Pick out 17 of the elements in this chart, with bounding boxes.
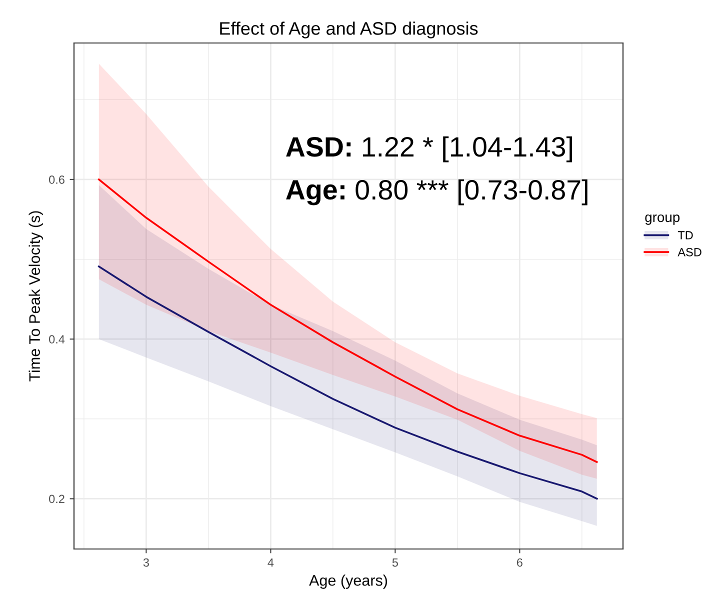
x-tick-label: 6 xyxy=(516,558,522,567)
line-series xyxy=(98,178,598,463)
y-axis-title: Time To Peak Velocity (s) xyxy=(28,211,44,382)
annotation: Age: 0.80 *** [0.73-0.87] xyxy=(286,179,588,206)
annotation: ASD: 1.22 * [1.04-1.43] xyxy=(286,136,572,162)
x-tick-label: 3 xyxy=(143,558,149,567)
x-tick-label: 4 xyxy=(268,558,274,567)
y-tick-label: 0.2 xyxy=(49,494,64,504)
chart-title: Effect of Age and ASD diagnosis xyxy=(220,22,478,38)
legend-title: group xyxy=(645,214,680,225)
x-tick-label: 5 xyxy=(392,558,398,567)
y-tick-label: 0.6 xyxy=(49,176,64,184)
legend-label: ASD xyxy=(678,248,702,256)
y-tick-label: 0.4 xyxy=(49,335,65,344)
line-series xyxy=(98,266,598,500)
legend-label: TD xyxy=(678,231,693,240)
x-axis-title: Age (years) xyxy=(309,574,388,589)
